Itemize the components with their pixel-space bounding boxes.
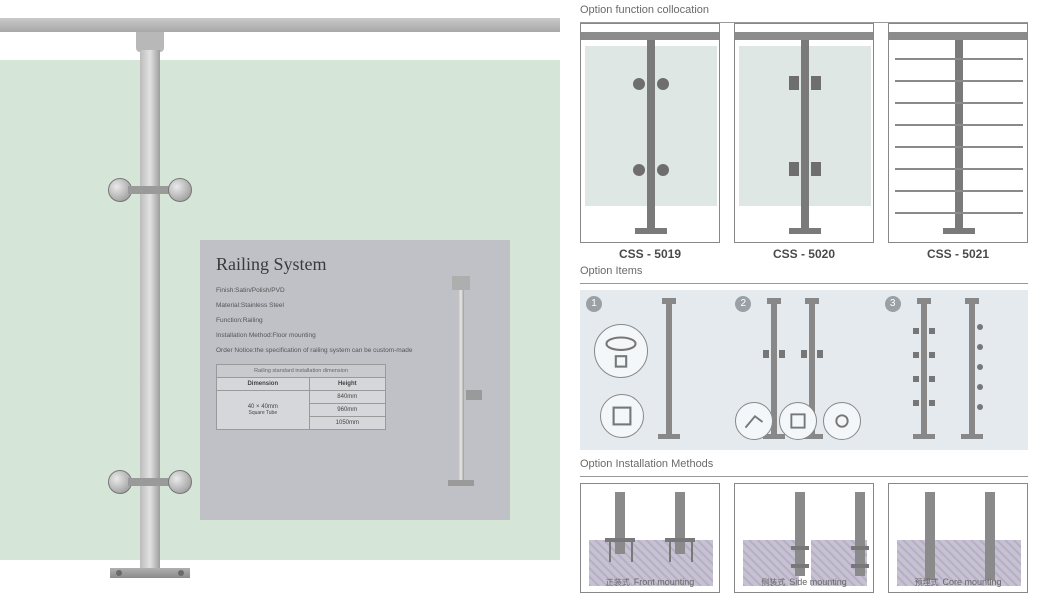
mini-post-illustration <box>430 270 490 490</box>
config-code: CSS - 5019 <box>580 247 720 261</box>
height-cell: 840mm <box>309 391 385 404</box>
section-title-configs: Option function collocation <box>580 4 1050 16</box>
install-label: 侧装式Side mounting <box>735 577 873 588</box>
install-label: 正装式Front mounting <box>581 577 719 588</box>
divider <box>580 476 1028 477</box>
config-row: CSS - 5019 CSS - 5020 CSS - 5021 <box>580 23 1050 261</box>
section-title-items: Option Items <box>580 265 1050 277</box>
table-header: Height <box>309 378 385 391</box>
bolt-icon <box>116 570 122 576</box>
items-col-1: 1 <box>580 290 729 450</box>
number-badge: 3 <box>885 296 901 312</box>
items-col-3: 3 <box>879 290 1028 450</box>
options-panel: Option function collocation CSS - 5019 C… <box>560 0 1060 607</box>
height-cell: 1050mm <box>309 417 385 430</box>
dimension-table: Railing standard installation dimension … <box>216 364 386 430</box>
bolt-icon <box>178 570 184 576</box>
install-option: 预埋式Core mounting <box>888 483 1028 593</box>
height-cell: 960mm <box>309 404 385 417</box>
hero-illustration: Railing System Finish:Satin/Polish/PVD M… <box>0 0 560 607</box>
detail-ring-icon <box>735 402 773 440</box>
detail-ring-icon <box>594 324 648 378</box>
install-row: 正装式Front mounting 侧装式Side mounting 预埋式Co… <box>580 483 1050 593</box>
config-option: CSS - 5019 <box>580 23 720 261</box>
detail-ring-icon <box>779 402 817 440</box>
detail-ring-icon <box>823 402 861 440</box>
divider <box>580 283 1028 284</box>
config-code: CSS - 5020 <box>734 247 874 261</box>
info-card: Railing System Finish:Satin/Polish/PVD M… <box>200 240 510 520</box>
config-option: CSS - 5020 <box>734 23 874 261</box>
glass-clamp-upper <box>108 178 192 202</box>
table-header: Dimension <box>217 378 310 391</box>
dim-cell: 40 × 40mm Square Tube <box>217 391 310 430</box>
number-badge: 1 <box>586 296 602 312</box>
config-diagram <box>888 23 1028 243</box>
detail-ring-icon <box>600 394 644 438</box>
number-badge: 2 <box>735 296 751 312</box>
install-option: 侧装式Side mounting <box>734 483 874 593</box>
option-items-band: 1 2 <box>580 290 1028 450</box>
config-code: CSS - 5021 <box>888 247 1028 261</box>
install-option: 正装式Front mounting <box>580 483 720 593</box>
items-col-2: 2 <box>729 290 878 450</box>
section-title-install: Option Installation Methods <box>580 458 1050 470</box>
handrail-saddle <box>136 32 164 52</box>
config-diagram <box>580 23 720 243</box>
table-caption: Railing standard installation dimension <box>217 365 386 378</box>
config-option: CSS - 5021 <box>888 23 1028 261</box>
handrail <box>0 18 560 32</box>
glass-clamp-lower <box>108 470 192 494</box>
install-label: 预埋式Core mounting <box>889 577 1027 588</box>
config-diagram <box>734 23 874 243</box>
